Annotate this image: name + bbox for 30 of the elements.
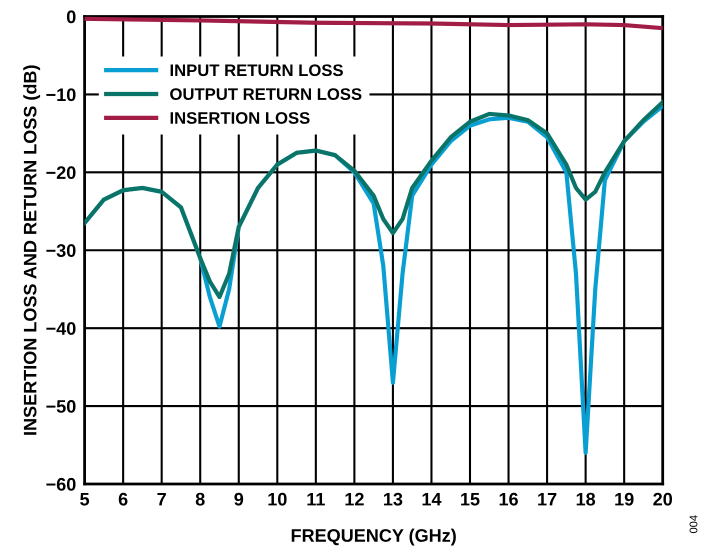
x-tick-label: 20 bbox=[653, 492, 672, 506]
legend-label: OUTPUT RETURN LOSS bbox=[170, 88, 362, 100]
y-tick-label: −60 bbox=[46, 478, 76, 491]
y-tick-label: −30 bbox=[46, 244, 76, 257]
x-tick-label: 6 bbox=[118, 492, 128, 506]
x-tick-label: 10 bbox=[268, 492, 287, 506]
x-tick-label: 15 bbox=[461, 492, 480, 506]
y-tick-label: −20 bbox=[46, 166, 76, 180]
x-tick-label: 5 bbox=[80, 492, 90, 506]
y-tick-label: 0 bbox=[66, 10, 76, 24]
x-tick-label: 9 bbox=[234, 492, 244, 506]
y-axis-title: INSERTION LOSS AND RETURN LOSS (dB) bbox=[23, 65, 40, 435]
x-tick-label: 13 bbox=[384, 492, 402, 506]
x-tick-label: 18 bbox=[576, 492, 596, 506]
line-series bbox=[84, 100, 663, 300]
x-tick-label: 7 bbox=[157, 492, 166, 506]
x-tick-label: 19 bbox=[615, 492, 634, 506]
text: 004 bbox=[690, 515, 698, 534]
x-tick-label: 8 bbox=[196, 492, 205, 506]
x-tick-label: 12 bbox=[345, 492, 364, 506]
y-tick-label: −50 bbox=[46, 400, 76, 413]
legend-label: INPUT RETURN LOSS bbox=[170, 64, 343, 76]
x-tick-label: 16 bbox=[500, 492, 518, 506]
y-tick-label: −10 bbox=[46, 88, 76, 102]
x-tick-label: 17 bbox=[538, 492, 556, 506]
y-tick-label: −40 bbox=[46, 322, 76, 335]
legend-label: INSERTION LOSS bbox=[170, 112, 310, 124]
x-axis-title: FREQUENCY (GHz) bbox=[292, 528, 456, 546]
x-tick-label: 14 bbox=[422, 492, 442, 506]
x-tick-label: 11 bbox=[307, 492, 325, 506]
